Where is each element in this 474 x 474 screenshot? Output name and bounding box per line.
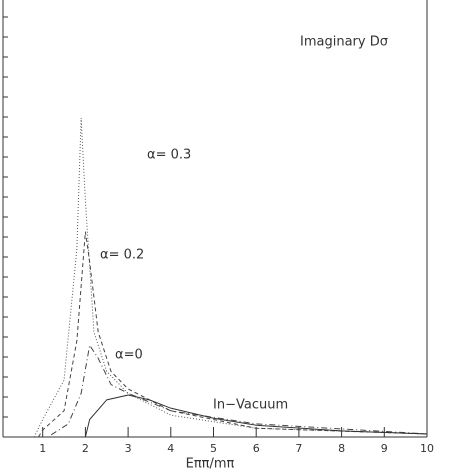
series-label: In−Vacuum <box>213 398 288 413</box>
series-line <box>84 394 428 438</box>
chart-title: Imaginary Dσ <box>300 35 388 50</box>
series-label: α= 0.3 <box>147 148 191 163</box>
series-line <box>38 231 428 438</box>
x-tick-label: 1 <box>39 442 46 455</box>
x-tick-label: 6 <box>253 442 260 455</box>
x-tick-label: 10 <box>420 442 434 455</box>
x-tick-label: 8 <box>338 442 345 455</box>
series-line <box>50 343 428 436</box>
x-tick-label: 2 <box>82 442 89 455</box>
x-tick-label: 7 <box>295 442 302 455</box>
x-axis-label: Eππ/mπ <box>186 457 235 472</box>
x-tick-label: 3 <box>125 442 132 455</box>
x-tick-label: 9 <box>381 442 388 455</box>
series-label: α= 0.2 <box>100 248 144 263</box>
series-label: α=0 <box>115 348 143 363</box>
x-tick-label: 5 <box>210 442 217 455</box>
x-tick-label: 4 <box>167 442 174 455</box>
series-line <box>33 117 428 438</box>
